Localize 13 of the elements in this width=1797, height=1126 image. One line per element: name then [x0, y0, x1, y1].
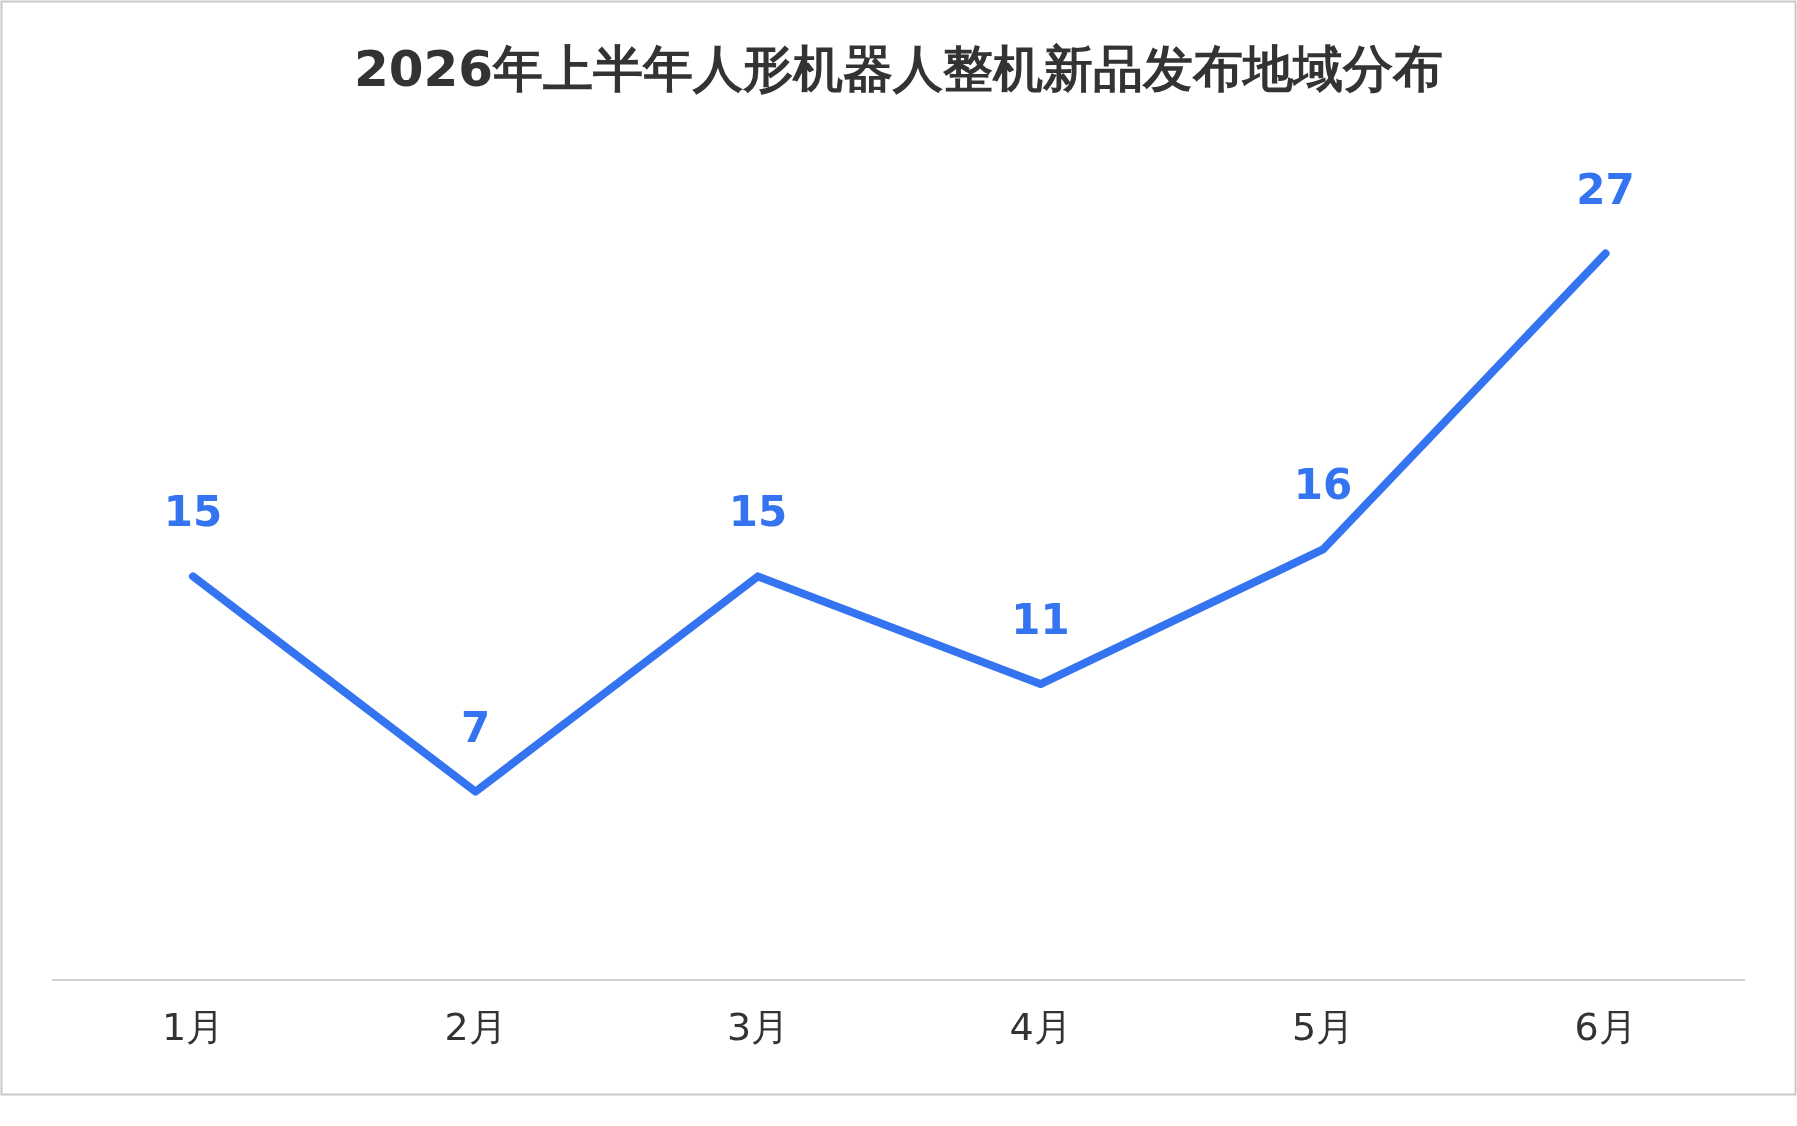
data-label: 27: [1576, 164, 1635, 214]
data-label: 11: [1011, 595, 1070, 645]
data-label: 7: [460, 702, 491, 752]
data-label: 15: [728, 487, 788, 537]
x-tick-label: 6月: [1574, 1005, 1637, 1049]
x-tick-label: 4月: [1009, 1005, 1072, 1049]
x-tick-label: 3月: [726, 1005, 790, 1049]
x-tick-label: 2月: [444, 1005, 507, 1049]
x-tick-label: 5月: [1291, 1005, 1355, 1049]
data-label: 15: [163, 487, 223, 537]
chart-title: 2026年上半年人形机器人整机新品发布地域分布: [353, 40, 1444, 98]
x-tick-label: 1月: [161, 1005, 225, 1049]
data-label: 16: [1293, 460, 1353, 510]
